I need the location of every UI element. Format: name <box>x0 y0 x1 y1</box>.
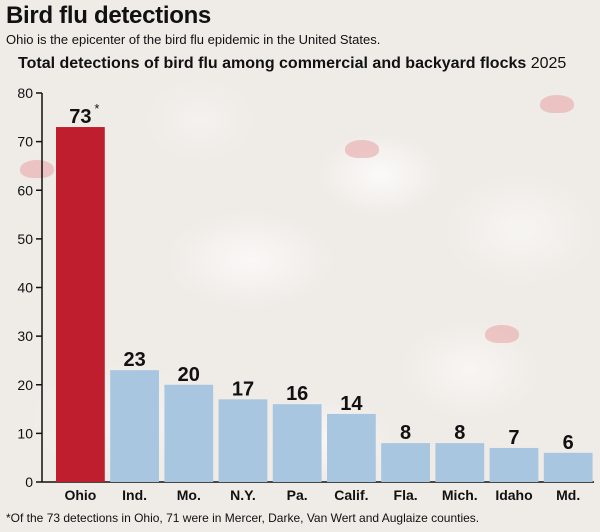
data-label: 73 <box>69 106 91 128</box>
y-tick-label: 50 <box>17 231 33 247</box>
category-label: Pa. <box>287 487 308 503</box>
category-label: Fla. <box>394 487 418 503</box>
y-tick-label: 0 <box>25 474 33 490</box>
category-label: N.Y. <box>230 487 256 503</box>
footnote-marker: * <box>94 101 99 116</box>
data-label: 16 <box>286 383 308 405</box>
chicken-comb-decoration <box>345 140 379 158</box>
data-label: 14 <box>340 393 363 415</box>
chart-title-year: 2025 <box>530 55 567 72</box>
page-subtitle: Ohio is the epicenter of the bird flu ep… <box>6 32 381 47</box>
data-label: 20 <box>178 364 200 386</box>
bar-md <box>543 452 593 482</box>
data-label: 23 <box>123 349 145 371</box>
bar-fla <box>381 443 430 482</box>
chicken-comb-decoration <box>485 325 519 343</box>
category-label: Mo. <box>177 487 201 503</box>
y-tick-label: 80 <box>17 85 33 101</box>
data-label: 8 <box>400 422 411 444</box>
bar-pa <box>272 404 322 482</box>
page-title: Bird flu detections <box>6 2 211 29</box>
bar-ind <box>110 370 159 482</box>
y-tick-label: 70 <box>17 134 33 150</box>
y-tick-label: 20 <box>17 377 33 393</box>
category-label: Md. <box>556 487 580 503</box>
category-label: Calif. <box>334 487 368 503</box>
category-label: Ind. <box>122 487 147 503</box>
chicken-comb-decoration <box>540 95 574 113</box>
bar-mo <box>164 384 214 482</box>
bar-ny <box>218 399 268 482</box>
y-tick-label: 30 <box>17 328 33 344</box>
bar-mich <box>435 443 485 482</box>
category-label: Ohio <box>64 487 96 503</box>
category-label: Mich. <box>442 487 478 503</box>
data-label: 7 <box>508 427 519 449</box>
y-tick-label: 40 <box>17 280 33 296</box>
bar-calif <box>327 413 376 482</box>
bar-idaho <box>489 447 539 482</box>
y-tick-label: 60 <box>17 182 33 198</box>
chart-title: Total detections of bird flu among comme… <box>18 55 566 73</box>
footnote: *Of the 73 detections in Ohio, 71 were i… <box>6 511 480 525</box>
chicken-comb-decoration <box>20 160 54 178</box>
y-tick-label: 10 <box>17 425 33 441</box>
data-label: 17 <box>232 378 254 400</box>
category-label: Idaho <box>495 487 532 503</box>
bar-ohio <box>56 127 105 482</box>
chart-title-text: Total detections of bird flu among comme… <box>18 55 527 72</box>
data-label: 6 <box>563 432 574 454</box>
data-label: 8 <box>454 422 465 444</box>
